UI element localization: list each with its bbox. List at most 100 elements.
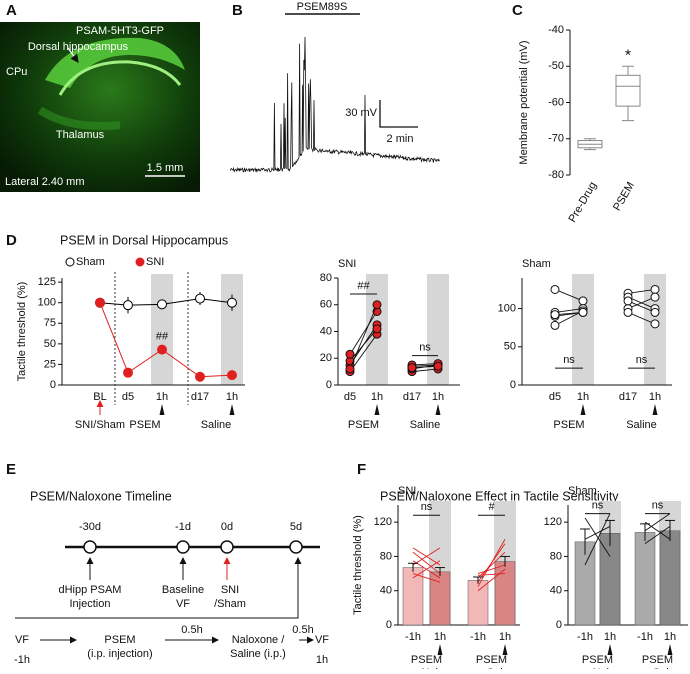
paired-line [554,311,584,316]
data-point [623,296,633,306]
time-marker [667,644,673,655]
x-tick-label: 1h [226,391,238,403]
y-tick-label: 50 [44,338,56,350]
x-tick-label: 1h [499,631,511,643]
data-point [345,364,355,374]
paired-line [349,304,378,370]
x-tick-label: 1h [577,391,589,403]
annotation: ns [421,501,433,513]
flow-label: 0.5h [181,624,202,636]
x-tick-label: 1h [604,631,616,643]
image-label: CPu [6,66,27,78]
data-point [578,296,588,306]
data-point [227,370,237,381]
data-point [227,297,237,308]
day-label: 5d [290,521,302,533]
x-tick-label: 1h [434,631,446,643]
data-point [157,299,167,310]
data-point [650,292,660,302]
x-tick-label: 1h [432,391,444,403]
scale-label: 30 mV [345,107,377,119]
shade [427,274,449,385]
day-label: -1d [175,521,191,533]
event-label: Baseline [162,584,204,596]
y-tick-label: 80 [320,272,332,284]
x-tick-label: Pre-Drug [566,180,599,225]
event-label: SNI [221,584,239,596]
flow-label: PSEM [104,634,135,646]
legend-marker [65,257,75,267]
y-tick-label: -70 [548,133,564,145]
data-point [195,371,205,382]
box [615,74,641,107]
data-point [372,324,382,334]
annotation: # [488,501,495,513]
flow-label: 0.5h [292,624,313,636]
panel-letter: C [512,2,523,19]
x-tick-label: 1h [371,391,383,403]
day-label: 0d [221,521,233,533]
y-tick-label: 0 [556,619,562,631]
time-marker [652,404,658,415]
group-label: PSEM [642,654,673,666]
data-point [623,307,633,317]
y-tick-label: 40 [380,585,392,597]
annotation: ns [592,499,604,511]
y-tick-label: 75 [44,317,56,329]
y-tick-label: 0 [50,379,56,391]
y-tick-label: -80 [548,169,564,181]
y-tick-label: 120 [374,516,392,528]
shade [221,274,243,385]
image-label: PSAM-5HT3-GFP [76,25,164,37]
annotation: ns [419,341,431,353]
data-point [123,367,133,378]
chart-title: PSEM in Dorsal Hippocampus [60,233,228,247]
y-axis-label: Membrane potential (mV) [518,40,530,164]
x-tick-label: 1h [156,391,168,403]
image-label: Thalamus [56,129,105,141]
x-tick-label: -1h [577,631,593,643]
data-point [157,344,167,355]
paired-line [412,547,441,566]
group-label: Saline [410,419,441,431]
y-tick-label: 25 [44,358,56,370]
time-marker [580,404,586,415]
paired-line [584,526,611,540]
panel-letter: E [6,461,16,478]
group-label: PSEM [129,419,160,431]
y-tick-label: 120 [544,516,562,528]
paired-line [554,289,584,302]
y-axis-label: Tactile threshold (%) [352,515,364,615]
figure-title: PSEM/Naloxone Effect in Tactile Sensitiv… [380,489,619,503]
time-marker [374,404,380,415]
data-point [407,363,417,373]
annotation: ns [636,354,648,366]
x-tick-label: d5 [549,391,561,403]
y-tick-label: 0 [510,379,516,391]
time-marker [502,644,508,655]
data-point [550,320,560,330]
y-axis-label: Tactile threshold (%) [16,282,28,382]
bar [467,580,489,626]
flow-label: 1h [316,654,328,666]
legend-label: SNI [146,256,164,268]
panel-letter: D [6,232,17,249]
y-tick-label: 0 [386,619,392,631]
x-tick-label: d17 [403,391,421,403]
flow-label: Naloxone / [232,634,286,646]
group-label: SNI/Sham [75,419,125,431]
chart-subtitle: Sham [522,258,551,270]
paired-line [477,564,506,575]
paired-line [627,300,656,313]
annotation: ns [652,499,664,511]
group-label: Saline [626,419,657,431]
group-label: PSEM [411,654,442,666]
timeline-title: PSEM/Naloxone Timeline [30,489,172,503]
flow-label: (i.p. injection) [87,648,152,660]
data-point [195,293,205,304]
data-point [95,297,105,308]
paired-line [412,551,441,574]
event-label: /Sham [214,598,246,610]
paired-line [644,513,671,532]
